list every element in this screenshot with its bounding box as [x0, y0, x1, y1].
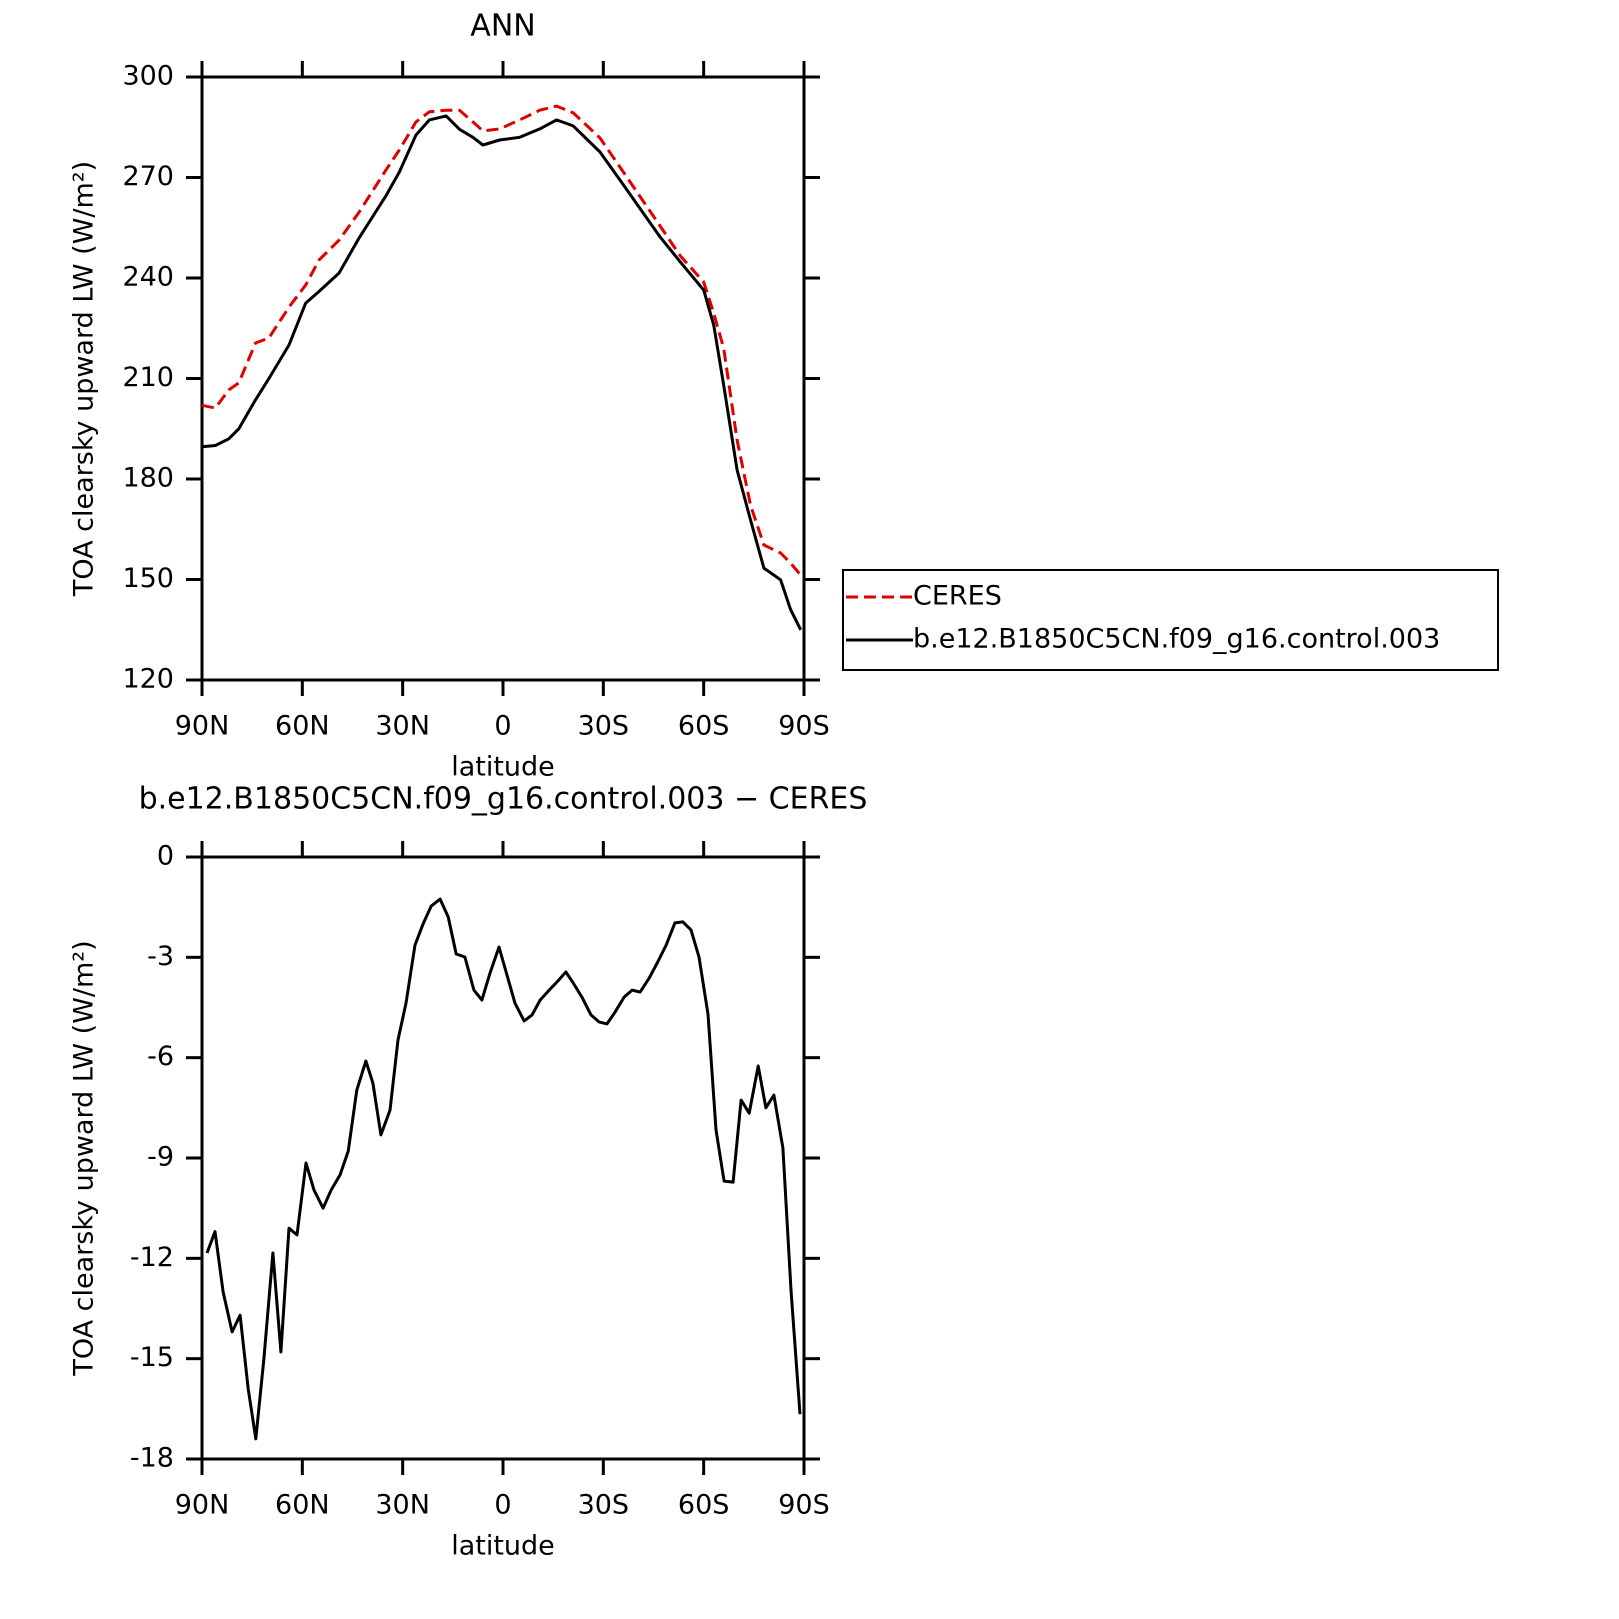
y-tick-label: -15: [130, 1342, 174, 1373]
y-tick-label: -18: [130, 1443, 174, 1474]
x-tick-label: 60S: [678, 1490, 730, 1521]
x-tick-label: 30N: [375, 711, 430, 742]
y-axis-label: TOA clearsky upward LW (W/m²): [69, 940, 100, 1376]
y-tick-label: 270: [122, 161, 174, 192]
x-tick-label: 30N: [375, 1490, 430, 1521]
x-tick-label: 90S: [778, 1490, 830, 1521]
x-tick-label: 30S: [578, 711, 630, 742]
chart-title: ANN: [470, 9, 535, 44]
y-tick-label: 150: [122, 563, 174, 594]
y-tick-label: 300: [122, 61, 174, 92]
legend-label: CERES: [913, 581, 1002, 612]
y-tick-label: -9: [147, 1142, 174, 1173]
plot-frame: [200, 75, 806, 682]
x-tick-label: 30S: [578, 1490, 630, 1521]
y-tick-label: 0: [157, 841, 174, 872]
y-axis-label: TOA clearsky upward LW (W/m²): [69, 161, 100, 597]
legend-box: [842, 569, 1499, 671]
x-tick-label: 90N: [175, 1490, 230, 1521]
x-tick-label: 60S: [678, 711, 730, 742]
y-tick-label: 180: [122, 463, 174, 494]
y-tick-label: -6: [147, 1041, 174, 1072]
x-axis-label: latitude: [451, 752, 555, 783]
x-tick-label: 60N: [275, 1490, 330, 1521]
y-tick-label: -12: [130, 1242, 174, 1273]
y-tick-label: 210: [122, 362, 174, 393]
x-tick-label: 0: [494, 711, 511, 742]
legend-label: b.e12.B1850C5CN.f09_g16.control.003: [913, 624, 1440, 655]
data-line: [201, 114, 803, 631]
x-tick-label: 90S: [778, 711, 830, 742]
plot-frame: [200, 855, 806, 1461]
y-tick-label: 240: [122, 262, 174, 293]
y-tick-label: -3: [147, 941, 174, 972]
x-tick-label: 60N: [275, 711, 330, 742]
x-tick-label: 90N: [175, 711, 230, 742]
chart-title: b.e12.B1850C5CN.f09_g16.control.003 − CE…: [139, 782, 868, 817]
x-axis-label: latitude: [451, 1531, 555, 1562]
x-tick-label: 0: [494, 1490, 511, 1521]
data-line: [205, 897, 802, 1441]
y-tick-label: 120: [122, 664, 174, 695]
